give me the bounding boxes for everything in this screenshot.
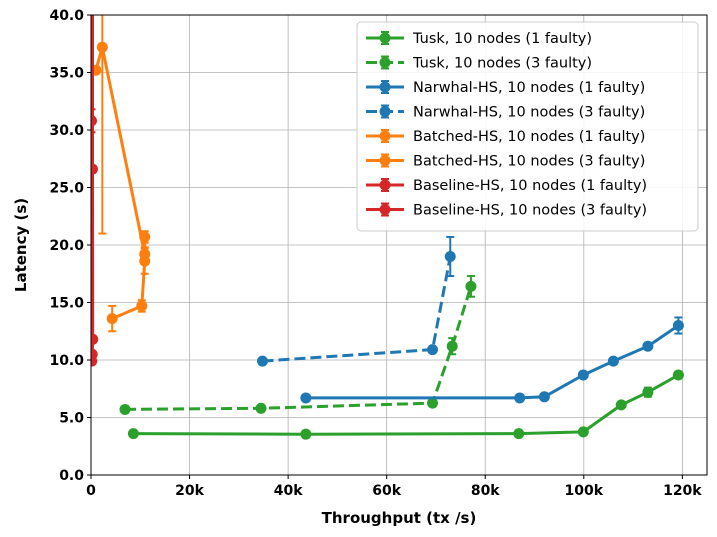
series-narwhal-hs-10-nodes-1-faulty bbox=[300, 316, 684, 404]
data-point bbox=[91, 115, 97, 127]
data-point bbox=[127, 428, 139, 440]
legend-item-narwhal-hs-10-nodes-1-faulty: Narwhal-HS, 10 nodes (1 faulty) bbox=[366, 80, 645, 96]
series-tusk-10-nodes-3-faulty bbox=[119, 275, 477, 415]
data-point bbox=[514, 392, 526, 404]
data-point bbox=[87, 4, 98, 15]
x-axis-label: Throughput (tx /s) bbox=[322, 509, 477, 527]
x-tick-label: 100k bbox=[565, 483, 604, 499]
legend-label: Batched-HS, 10 nodes (1 faulty) bbox=[413, 129, 645, 145]
data-point bbox=[256, 355, 268, 367]
series-narwhal-hs-10-nodes-3-faulty bbox=[256, 235, 456, 367]
data-point bbox=[672, 320, 684, 331]
y-axis-label: Latency (s) bbox=[12, 198, 30, 292]
data-point bbox=[119, 403, 131, 415]
legend-box bbox=[356, 21, 699, 232]
y-tick-label: 15.0 bbox=[49, 296, 84, 312]
data-point bbox=[446, 340, 458, 352]
y-tick-label: 10.0 bbox=[49, 353, 84, 369]
data-point bbox=[427, 344, 439, 356]
legend-label: Batched-HS, 10 nodes (3 faulty) bbox=[413, 154, 645, 170]
data-point bbox=[577, 369, 589, 381]
legend-item-batched-hs-10-nodes-1-faulty: Batched-HS, 10 nodes (1 faulty) bbox=[366, 129, 645, 145]
series-batched-hs-10-nodes-3-faulty bbox=[91, 15, 151, 263]
series-tusk-10-nodes-1-faulty bbox=[127, 369, 684, 440]
x-axis-ticks: 0 20k 40k 60k 80k 100k 120k bbox=[86, 475, 702, 499]
data-point bbox=[300, 428, 312, 440]
y-tick-label: 40.0 bbox=[49, 8, 84, 24]
x-tick-label: 60k bbox=[372, 483, 401, 499]
legend-label: Tusk, 10 nodes (3 faulty) bbox=[412, 56, 592, 72]
legend-label: Tusk, 10 nodes (1 faulty) bbox=[412, 31, 592, 47]
data-point bbox=[255, 402, 267, 414]
y-tick-label: 5.0 bbox=[59, 411, 84, 427]
x-tick-label: 20k bbox=[175, 483, 204, 499]
data-point bbox=[427, 397, 439, 409]
data-point bbox=[136, 300, 148, 312]
data-point bbox=[513, 428, 525, 440]
legend-item-tusk-10-nodes-1-faulty: Tusk, 10 nodes (1 faulty) bbox=[366, 31, 592, 47]
legend-marker bbox=[379, 130, 391, 142]
legend-marker bbox=[379, 81, 391, 93]
legend-label: Narwhal-HS, 10 nodes (3 faulty) bbox=[413, 105, 645, 121]
y-tick-label: 20.0 bbox=[49, 238, 84, 254]
legend-item-baseline-hs-10-nodes-1-faulty: Baseline-HS, 10 nodes (1 faulty) bbox=[366, 178, 647, 194]
legend-label: Narwhal-HS, 10 nodes (1 faulty) bbox=[413, 80, 645, 96]
x-tick-label: 0 bbox=[86, 483, 96, 499]
data-point bbox=[607, 355, 619, 367]
y-tick-label: 25.0 bbox=[49, 181, 84, 197]
data-point bbox=[106, 313, 118, 325]
legend-marker bbox=[379, 106, 391, 117]
y-tick-label: 30.0 bbox=[49, 123, 84, 139]
legend-item-tusk-10-nodes-3-faulty: Tusk, 10 nodes (3 faulty) bbox=[366, 55, 592, 72]
y-axis-ticks: 0.0 5.0 10.0 15.0 20.0 25.0 30.0 35.0 40.0 bbox=[49, 8, 91, 484]
data-point bbox=[672, 369, 684, 381]
data-point bbox=[300, 392, 312, 404]
y-tick-label: 0.0 bbox=[59, 468, 84, 484]
series-layer bbox=[87, 4, 684, 440]
data-point bbox=[91, 163, 98, 175]
legend-label: Baseline-HS, 10 nodes (1 faulty) bbox=[413, 178, 647, 194]
data-point bbox=[139, 248, 151, 260]
legend-marker bbox=[379, 204, 391, 215]
data-point bbox=[444, 251, 456, 262]
x-tick-label: 40k bbox=[274, 483, 303, 499]
x-tick-label: 80k bbox=[471, 483, 500, 499]
legend: Tusk, 10 nodes (1 faulty) Tusk, 10 nodes … bbox=[356, 21, 699, 232]
data-point bbox=[615, 399, 627, 411]
legend-item-narwhal-hs-10-nodes-3-faulty: Narwhal-HS, 10 nodes (3 faulty) bbox=[366, 104, 645, 121]
series-line bbox=[91, 15, 95, 362]
data-point bbox=[538, 391, 550, 403]
data-point bbox=[642, 340, 654, 352]
y-tick-label: 35.0 bbox=[49, 66, 84, 82]
data-point bbox=[91, 333, 99, 345]
data-point bbox=[465, 280, 477, 292]
legend-marker bbox=[379, 32, 391, 44]
legend-label: Baseline-HS, 10 nodes (3 faulty) bbox=[413, 203, 647, 219]
data-point bbox=[577, 426, 589, 438]
data-point bbox=[91, 348, 98, 360]
legend-item-baseline-hs-10-nodes-3-faulty: Baseline-HS, 10 nodes (3 faulty) bbox=[366, 202, 647, 219]
data-point bbox=[642, 386, 654, 398]
x-tick-label: 120k bbox=[663, 483, 702, 499]
legend-item-batched-hs-10-nodes-3-faulty: Batched-HS, 10 nodes (3 faulty) bbox=[366, 153, 645, 170]
data-point bbox=[96, 41, 108, 53]
legend-marker bbox=[379, 155, 391, 166]
legend-marker bbox=[379, 179, 391, 191]
legend-marker bbox=[379, 57, 391, 68]
